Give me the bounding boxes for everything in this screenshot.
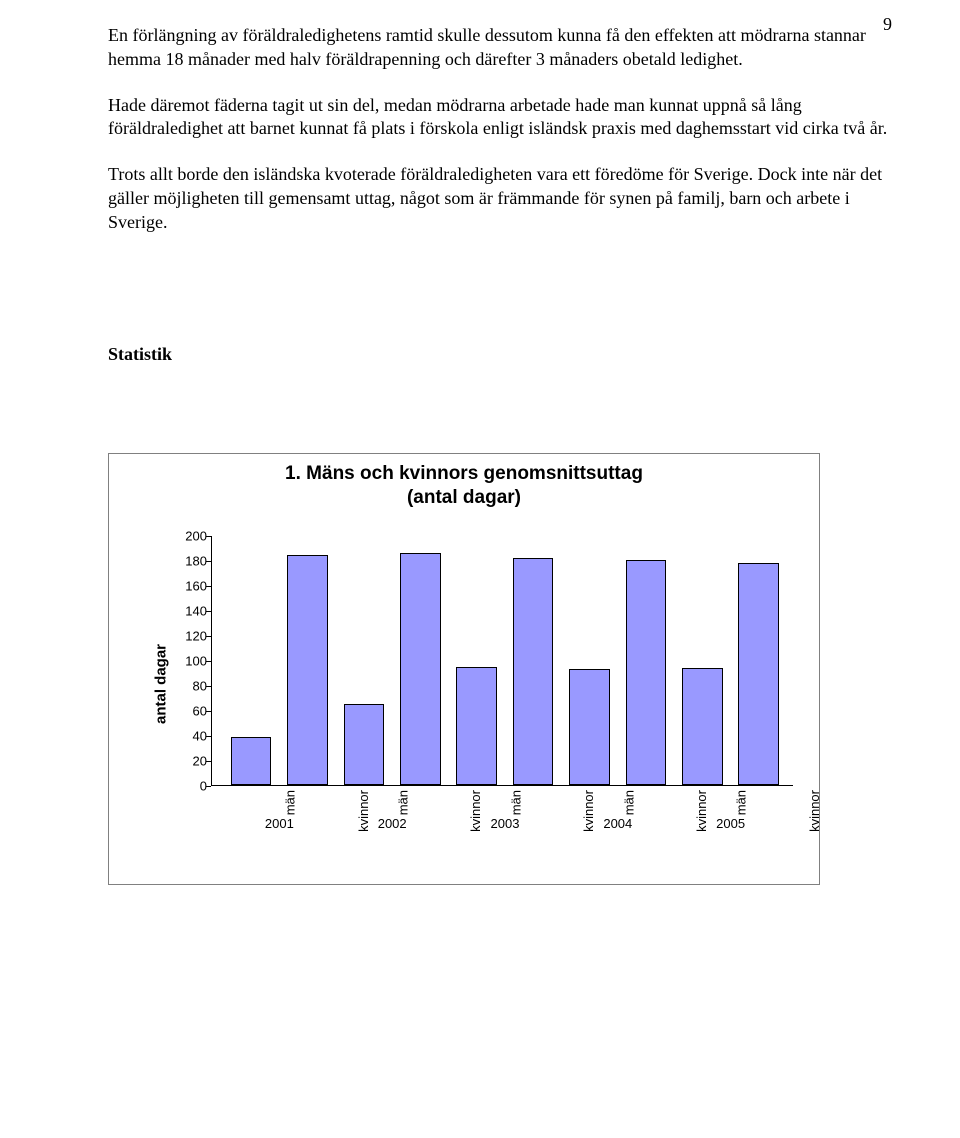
group-label: 2005 bbox=[716, 816, 745, 831]
y-tick-label: 80 bbox=[193, 679, 207, 694]
bar-sublabel: män bbox=[282, 790, 297, 815]
y-tick-mark bbox=[206, 536, 211, 537]
bar bbox=[738, 563, 779, 786]
chart-title: 1. Mäns och kvinnors genomsnittsuttag (a… bbox=[109, 462, 819, 510]
group-label: 2003 bbox=[491, 816, 520, 831]
bar bbox=[287, 555, 328, 785]
bar bbox=[456, 667, 497, 786]
paragraph-1: En förlängning av föräldraledighetens ra… bbox=[108, 24, 888, 72]
y-tick-label: 60 bbox=[193, 704, 207, 719]
y-tick-mark bbox=[206, 661, 211, 662]
bar bbox=[231, 737, 272, 786]
y-tick-label: 180 bbox=[185, 554, 207, 569]
section-heading: Statistik bbox=[108, 344, 888, 365]
paragraph-2: Hade däremot fäderna tagit ut sin del, m… bbox=[108, 94, 888, 142]
y-tick-label: 40 bbox=[193, 729, 207, 744]
y-tick-mark bbox=[206, 561, 211, 562]
y-tick-mark bbox=[206, 586, 211, 587]
y-tick-label: 200 bbox=[185, 529, 207, 544]
y-tick-mark bbox=[206, 686, 211, 687]
bar bbox=[513, 558, 554, 786]
bar bbox=[400, 553, 441, 786]
bar bbox=[626, 560, 667, 785]
y-tick-mark bbox=[206, 736, 211, 737]
y-tick-label: 20 bbox=[193, 754, 207, 769]
group-label: 2001 bbox=[265, 816, 294, 831]
bar bbox=[682, 668, 723, 786]
y-tick-mark bbox=[206, 611, 211, 612]
bar-sublabel: män bbox=[508, 790, 523, 815]
y-axis-label: antal dagar bbox=[153, 644, 170, 724]
bar-sublabel: kvinnor bbox=[581, 790, 596, 832]
bar bbox=[344, 704, 385, 785]
bar-sublabel: män bbox=[621, 790, 636, 815]
plot-outer: antal dagar 020406080100120140160180200 … bbox=[173, 536, 793, 832]
bar-sublabel: kvinnor bbox=[356, 790, 371, 832]
y-tick-mark bbox=[206, 761, 211, 762]
page: 9 En förlängning av föräldraledighetens … bbox=[0, 0, 960, 1138]
bar-sublabel: kvinnor bbox=[468, 790, 483, 832]
y-tick-label: 140 bbox=[185, 604, 207, 619]
group-label: 2004 bbox=[603, 816, 632, 831]
bar-sublabel: män bbox=[395, 790, 410, 815]
bar bbox=[569, 669, 610, 785]
y-tick-label: 120 bbox=[185, 629, 207, 644]
plot-area: mänkvinnormänkvinnormänkvinnormänkvinnor… bbox=[211, 536, 793, 786]
chart-frame: 1. Mäns och kvinnors genomsnittsuttag (a… bbox=[108, 453, 820, 885]
y-axis-line bbox=[211, 536, 212, 785]
page-number: 9 bbox=[883, 14, 892, 35]
bar-sublabel: kvinnor bbox=[694, 790, 709, 832]
y-tick-mark bbox=[206, 711, 211, 712]
bar-sublabel: kvinnor bbox=[807, 790, 822, 832]
bar-sublabel: män bbox=[734, 790, 749, 815]
y-tick-label: 100 bbox=[185, 654, 207, 669]
group-label: 2002 bbox=[378, 816, 407, 831]
y-tick-mark bbox=[206, 786, 211, 787]
y-tick-label: 160 bbox=[185, 579, 207, 594]
paragraph-3: Trots allt borde den isländska kvoterade… bbox=[108, 163, 888, 234]
y-tick-mark bbox=[206, 636, 211, 637]
